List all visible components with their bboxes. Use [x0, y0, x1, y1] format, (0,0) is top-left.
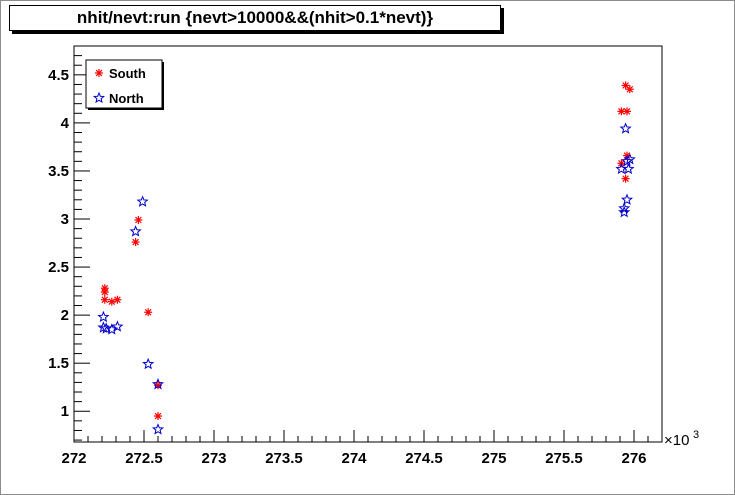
legend-north-marker [92, 91, 106, 104]
north-data-point [111, 320, 124, 332]
x-tick-label: 274 [341, 450, 367, 467]
south-data-point [154, 412, 162, 421]
south-data-point [131, 238, 140, 247]
south-data-point [625, 85, 634, 94]
x-tick-label: 275.5 [545, 450, 583, 467]
north-data-point [129, 225, 142, 237]
x-tick-label: 275 [481, 450, 506, 467]
north-data-point [151, 377, 165, 390]
north-data-point [618, 202, 631, 214]
y-tick-label: 2.5 [48, 259, 69, 276]
north-data-point [619, 122, 632, 134]
y-tick-label: 1 [61, 403, 69, 420]
x-tick-label: 272.5 [125, 450, 163, 467]
north-data-point [136, 195, 149, 207]
y-tick-label: 3.5 [48, 163, 69, 180]
x-axis-exponent-power: 3 [693, 429, 699, 441]
south-data-point [100, 295, 109, 304]
y-tick-label: 3 [61, 211, 69, 228]
x-tick-label: 276 [621, 450, 646, 467]
chart-title: nhit/nevt:run {nevt>10000&&(nhit>0.1*nev… [76, 8, 434, 27]
y-tick-label: 2 [61, 307, 69, 324]
north-data-point [620, 193, 634, 205]
chart-title-box: nhit/nevt:run {nevt>10000&&(nhit>0.1*nev… [9, 5, 501, 31]
south-data-point [113, 295, 122, 304]
south-data-point [144, 308, 153, 317]
north-data-point [622, 162, 635, 175]
north-data-point [618, 205, 631, 218]
x-tick-label: 274.5 [405, 450, 443, 467]
north-data-point [100, 322, 113, 334]
south-data-point [134, 215, 143, 224]
legend-south-label: South [109, 66, 146, 81]
south-data-point [623, 107, 631, 116]
x-axis-exponent: ×10 [664, 432, 689, 449]
x-tick-label: 272 [61, 450, 86, 467]
y-tick-label: 4 [61, 115, 70, 132]
north-data-point [142, 357, 155, 370]
north-data-point [623, 153, 636, 165]
y-tick-label: 1.5 [48, 355, 69, 372]
y-tick-label: 4.5 [48, 67, 69, 84]
south-data-point [621, 174, 630, 183]
south-data-point [107, 297, 116, 306]
south-data-point [100, 288, 109, 297]
north-data-point [151, 423, 165, 435]
x-tick-label: 273.5 [265, 450, 303, 467]
legend-south-marker [95, 69, 103, 77]
north-data-point [97, 310, 110, 323]
x-tick-label: 273 [201, 450, 226, 467]
legend-north-label: North [109, 91, 144, 106]
